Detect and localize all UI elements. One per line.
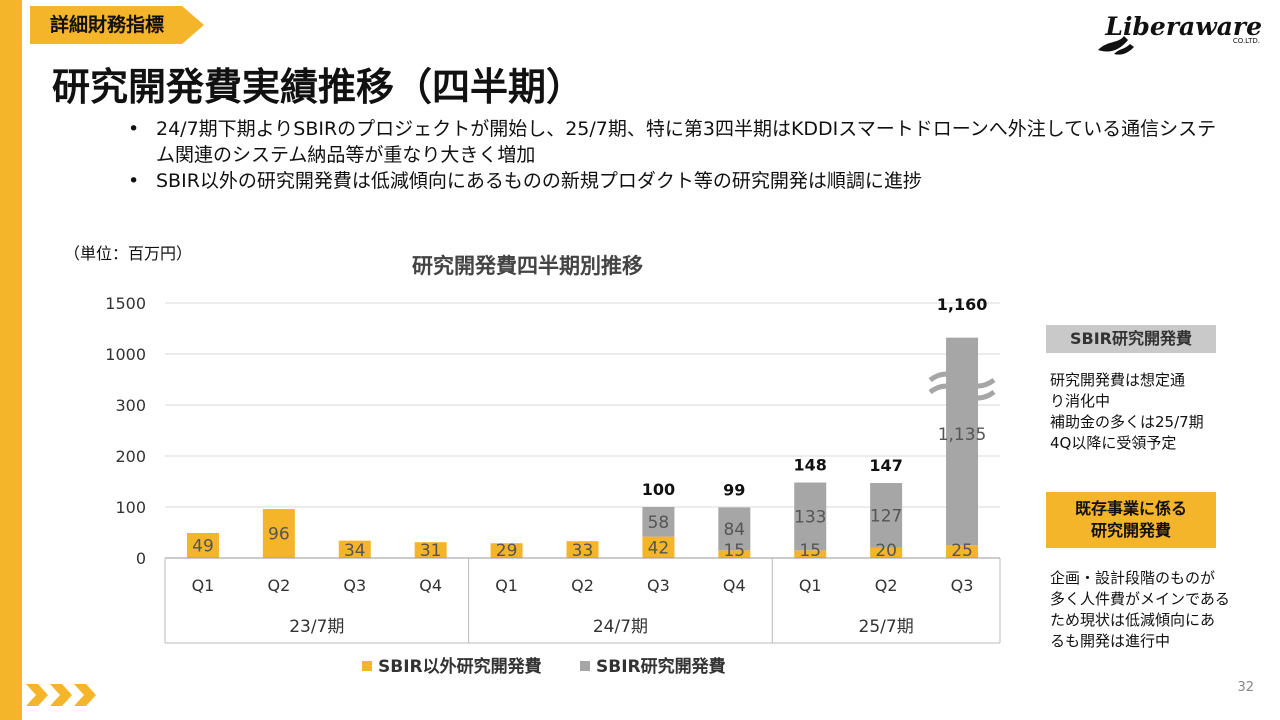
group-label: 25/7期 xyxy=(859,617,914,637)
data-label-non-sbir: 20 xyxy=(875,541,897,561)
axis-break-icon xyxy=(928,383,996,401)
sbir-description: 研究開発費は想定通 り消化中 補助金の多くは25/7期 4Q以降に受領予定 xyxy=(1050,370,1250,454)
bar-non-sbir xyxy=(642,536,675,558)
bar-sbir xyxy=(642,507,675,537)
y-tick-label: 1000 xyxy=(105,345,146,364)
existing-title-box: 既存事業に係る 研究開発費 xyxy=(1046,492,1216,548)
x-tick-label: Q2 xyxy=(875,576,898,595)
logo-co: CO.LTD. xyxy=(1232,37,1260,45)
data-label-sbir: 127 xyxy=(870,506,902,526)
existing-line: 多く人件費がメインである xyxy=(1050,590,1230,608)
bar-non-sbir xyxy=(186,533,219,558)
data-label-non-sbir: 42 xyxy=(648,538,670,558)
logo-text: Liberaware xyxy=(1105,12,1262,41)
legend-swatch xyxy=(362,661,372,671)
x-tick-label: Q3 xyxy=(647,576,670,595)
data-label-sbir: 84 xyxy=(723,520,745,540)
data-label-non-sbir: 15 xyxy=(723,541,745,561)
bullet-list: 24/7期下期よりSBIRのプロジェクトが開始し、25/7期、特に第3四半期はK… xyxy=(128,116,1228,194)
existing-line: ため現状は低減傾向にあ xyxy=(1050,611,1216,629)
x-tick-label: Q4 xyxy=(723,576,746,595)
chart-title: 研究開発費四半期別推移 xyxy=(412,254,643,278)
data-label-non-sbir: 25 xyxy=(951,541,973,561)
data-label-non-sbir: 29 xyxy=(496,541,518,561)
sbir-title-box: SBIR研究開発費 xyxy=(1046,325,1216,353)
data-label-total: 147 xyxy=(869,456,902,475)
unit-label: （単位：百万円） xyxy=(64,244,193,263)
data-label-non-sbir: 49 xyxy=(192,537,214,557)
bar-sbir xyxy=(794,482,827,551)
x-tick-label: Q3 xyxy=(951,576,974,595)
existing-line: 企画・設計段階のものが xyxy=(1050,569,1216,587)
page-number: 32 xyxy=(1237,680,1254,695)
group-label: 24/7期 xyxy=(593,617,648,637)
sbir-line: り消化中 xyxy=(1050,392,1111,410)
data-label-non-sbir: 15 xyxy=(799,541,821,561)
section-tag: 詳細財務指標 xyxy=(30,6,204,44)
x-tick-label: Q1 xyxy=(799,576,822,595)
bar-sbir xyxy=(870,483,903,548)
logo-icon xyxy=(1098,36,1134,55)
data-label-sbir: 58 xyxy=(648,513,670,533)
bar-sbir xyxy=(718,507,751,551)
existing-title-line: 既存事業に係る xyxy=(1074,499,1187,518)
bullet-item: SBIR以外の研究開発費は低減傾向にあるものの新規プロダクト等の研究開発は順調に… xyxy=(128,168,1228,194)
legend-label: SBIR以外研究開発費 xyxy=(378,656,542,677)
data-label-non-sbir: 33 xyxy=(572,541,594,561)
data-label-sbir: 1,135 xyxy=(938,425,987,445)
data-label-total: 148 xyxy=(794,456,827,475)
data-label-total: 1,160 xyxy=(937,295,988,314)
data-label-total: 99 xyxy=(723,481,745,500)
y-tick-label: 0 xyxy=(136,549,146,568)
bar-non-sbir xyxy=(794,550,827,558)
bar-non-sbir xyxy=(566,541,599,558)
x-tick-label: Q1 xyxy=(495,576,518,595)
data-label-sbir: 133 xyxy=(794,507,826,527)
chevrons-icon xyxy=(26,684,96,706)
bullet-item: 24/7期下期よりSBIRのプロジェクトが開始し、25/7期、特に第3四半期はK… xyxy=(128,116,1228,168)
bar-non-sbir xyxy=(262,509,295,558)
sbir-line: 補助金の多くは25/7期 xyxy=(1050,413,1204,431)
axis-break-icon xyxy=(928,371,996,389)
y-tick-label: 100 xyxy=(115,498,146,517)
bar-non-sbir xyxy=(870,547,903,558)
data-label-non-sbir: 34 xyxy=(344,541,366,561)
data-label-non-sbir: 96 xyxy=(268,525,290,545)
bar-non-sbir xyxy=(946,545,979,558)
bar-non-sbir xyxy=(490,543,523,558)
page-title: 研究開発費実績推移（四半期） xyxy=(52,65,585,109)
y-tick-label: 200 xyxy=(115,447,146,466)
data-label-total: 100 xyxy=(642,480,675,499)
sbir-line: 4Q以降に受領予定 xyxy=(1050,434,1177,452)
y-tick-label: 1500 xyxy=(105,294,146,313)
legend-label: SBIR研究開発費 xyxy=(596,656,726,677)
existing-line: るも開発は進行中 xyxy=(1050,632,1171,650)
x-tick-label: Q1 xyxy=(192,576,215,595)
bar-non-sbir xyxy=(718,550,751,558)
x-tick-label: Q4 xyxy=(419,576,442,595)
y-tick-label: 300 xyxy=(115,396,146,415)
x-tick-label: Q2 xyxy=(571,576,594,595)
bar-non-sbir xyxy=(414,542,447,558)
legend-swatch xyxy=(580,661,590,671)
existing-description: 企画・設計段階のものが 多く人件費がメインである ため現状は低減傾向にあ るも開… xyxy=(1050,568,1260,652)
x-tick-label: Q2 xyxy=(267,576,290,595)
sbir-line: 研究開発費は想定通 xyxy=(1050,371,1186,389)
data-label-non-sbir: 31 xyxy=(420,541,442,561)
bar-non-sbir xyxy=(338,540,371,558)
group-label: 23/7期 xyxy=(289,617,344,637)
left-accent-bar xyxy=(0,0,22,720)
x-tick-label: Q3 xyxy=(343,576,366,595)
existing-title-line: 研究開発費 xyxy=(1090,521,1171,540)
chart-area: 0 100 200 300 1000 1500 49 Q1 96 Q2 34 Q3 31 Q4 29 Q1 33… xyxy=(105,294,1001,677)
